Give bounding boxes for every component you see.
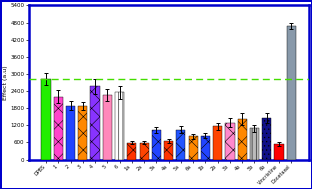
Bar [176,130,185,160]
Bar [262,118,271,160]
Bar [66,106,75,160]
Bar [127,143,136,160]
Bar [250,128,259,160]
Bar [237,119,247,160]
Bar [213,126,222,160]
Bar [201,136,210,160]
Bar [164,141,173,160]
Bar [139,143,149,160]
Bar [274,144,284,160]
Bar [103,95,112,160]
Bar [225,123,235,160]
Bar [54,97,63,160]
Bar [188,136,198,160]
Bar [152,130,161,160]
Bar [90,87,100,160]
Bar [287,26,296,160]
Bar [115,92,124,160]
Bar [41,79,51,160]
Bar [78,106,87,160]
Y-axis label: Effect (a.u): Effect (a.u) [3,65,8,100]
